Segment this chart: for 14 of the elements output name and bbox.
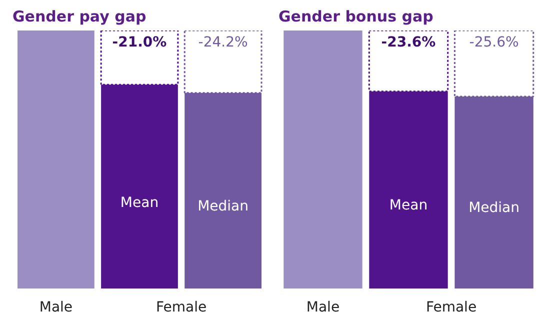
annotation: -25.6% <box>469 34 519 50</box>
chart-title: Gender pay gap <box>12 8 146 26</box>
annotation: -24.2% <box>198 34 248 50</box>
x-tick-label: Male <box>306 300 340 316</box>
annotation: -23.6% <box>381 34 436 50</box>
x-tick-label: Male <box>39 300 73 316</box>
text: Female <box>156 300 207 316</box>
x-tick-label: Median <box>468 200 520 216</box>
chart-title: Gender bonus gap <box>278 8 434 26</box>
x-tick-label: Median <box>198 198 249 214</box>
text: Female <box>426 300 477 316</box>
annotation: -21.0% <box>112 34 167 50</box>
x-tick-label: Mean <box>120 194 159 211</box>
x-tick-label: Mean <box>389 198 428 214</box>
